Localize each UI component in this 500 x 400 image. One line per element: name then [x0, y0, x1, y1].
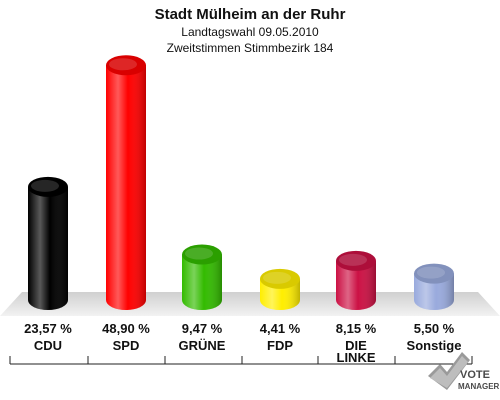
- category-label: SPD: [113, 338, 140, 353]
- bar-grüne: [182, 244, 222, 310]
- logo-text-manager: MANAGER: [458, 382, 500, 391]
- checkmark-icon: [428, 352, 470, 390]
- bar-spd: [106, 55, 146, 310]
- bars: [28, 55, 454, 310]
- chart-title: Stadt Mülheim an der Ruhr: [155, 6, 346, 23]
- category-label: LINKE: [337, 350, 376, 365]
- logo-text-vote: VOTE: [460, 369, 490, 381]
- labels: 23,57 % CDU 48,90 % SPD 9,47 % GRÜNE 4,41 % FDP…: [24, 321, 461, 365]
- bar-die-linke: [336, 250, 376, 310]
- vote-manager-logo: VOTE MANAGER: [428, 352, 500, 391]
- category-label: FDP: [267, 338, 293, 353]
- category-label: GRÜNE: [179, 338, 226, 353]
- bar-sonstige: [414, 263, 454, 310]
- chart-subtitle-date: Landtagswahl 09.05.2010: [181, 25, 319, 39]
- chart-subtitle-district: Zweitstimmen Stimmbezirk 184: [167, 41, 334, 55]
- x-axis: [9, 356, 473, 365]
- category-label: Sonstige: [407, 338, 462, 353]
- bar-fdp: [260, 268, 300, 310]
- value-label: 9,47 %: [182, 321, 223, 336]
- category-label: CDU: [34, 338, 62, 353]
- value-label: 4,41 %: [260, 321, 301, 336]
- value-label: 5,50 %: [414, 321, 455, 336]
- category-label: DIE: [345, 338, 367, 353]
- value-label: 8,15 %: [336, 321, 377, 336]
- value-label: 23,57 %: [24, 321, 72, 336]
- value-label: 48,90 %: [102, 321, 150, 336]
- bar-cdu: [28, 176, 68, 310]
